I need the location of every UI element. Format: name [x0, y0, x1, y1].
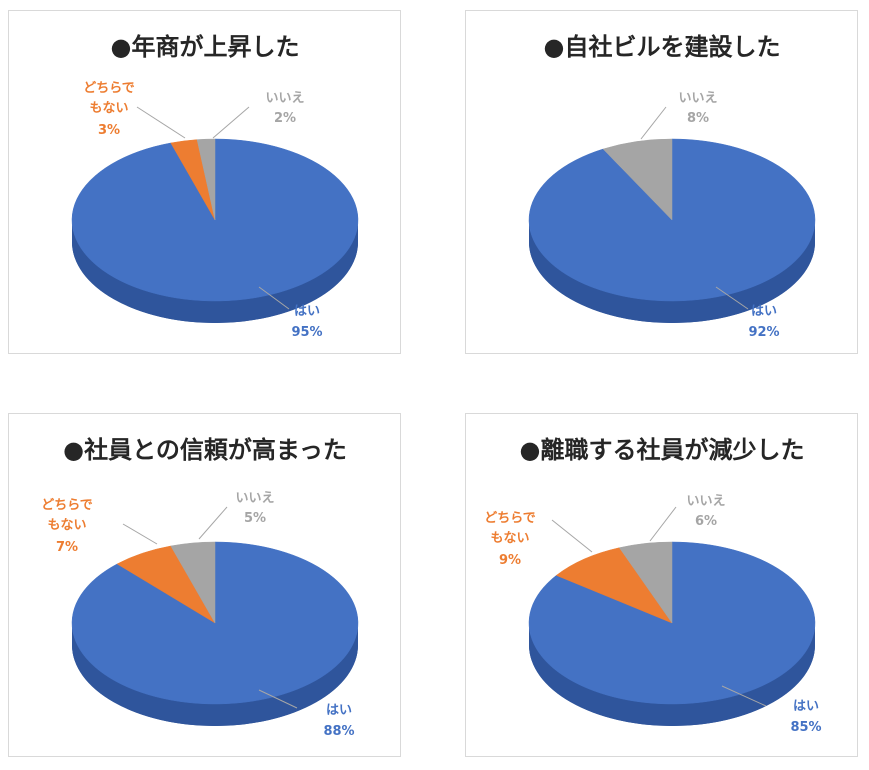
leader-line-no — [649, 506, 677, 542]
pie-slice-no — [170, 541, 216, 624]
label-neutral-percent: 9% — [499, 553, 521, 568]
leader-line-yes — [721, 685, 767, 707]
leader-line-neutral — [551, 519, 593, 553]
pie-side — [72, 623, 358, 726]
chart-panel-trust: ●社員との信頼が高まった どちらで もない 7% いいえ 5% はい 88% — [8, 413, 401, 757]
label-yes: はい — [326, 703, 352, 718]
label-yes: はい — [751, 304, 777, 319]
label-neutral-percent: 7% — [56, 540, 78, 555]
label-yes-percent: 85% — [790, 720, 821, 735]
leader-line-no — [212, 106, 250, 139]
label-no-percent: 6% — [695, 514, 717, 529]
leader-line-neutral — [136, 106, 186, 139]
pie-slice-no — [602, 138, 673, 221]
pie-side — [529, 220, 815, 323]
chart-panel-turnover: ●離職する社員が減少した どちらで もない 9% いいえ 6% はい 85% — [465, 413, 858, 757]
chart-title: ●自社ビルを建設した — [544, 33, 781, 61]
leader-line-yes — [715, 286, 749, 310]
pie-side — [529, 623, 815, 726]
label-no: いいえ — [686, 494, 725, 509]
pie-chart-trust: ●社員との信頼が高まった どちらで もない 7% いいえ 5% はい 88% — [41, 436, 359, 739]
label-neutral-line1: どちらで — [484, 511, 536, 526]
label-neutral-line1: どちらで — [83, 81, 135, 96]
pie-body — [528, 541, 816, 726]
pie-slice-no — [196, 138, 216, 221]
leader-line-no — [198, 506, 228, 540]
label-yes: はい — [793, 699, 819, 714]
label-no: いいえ — [265, 91, 304, 106]
label-yes-percent: 95% — [291, 325, 322, 340]
label-yes: はい — [294, 304, 320, 319]
pie-slice-no — [618, 541, 673, 624]
pie-chart-turnover: ●離職する社員が減少した どちらで もない 9% いいえ 6% はい 85% — [484, 436, 821, 735]
label-no-percent: 2% — [274, 111, 296, 126]
pie-body — [71, 541, 359, 726]
chart-panel-revenue: ●年商が上昇した どちらで もない 3% いいえ 2% はい 95% — [8, 10, 401, 354]
leader-line-yes — [258, 286, 290, 310]
leader-line-no — [640, 106, 667, 140]
pie-chart-revenue: ●年商が上昇した どちらで もない 3% いいえ 2% はい 95% — [71, 33, 359, 340]
label-neutral-line2: もない — [89, 101, 128, 116]
pie-slice-yes — [71, 541, 359, 705]
chart-panel-building: ●自社ビルを建設した いいえ 8% はい 92% — [465, 10, 858, 354]
label-yes-percent: 88% — [323, 724, 354, 739]
label-neutral-line1: どちらで — [41, 498, 93, 513]
label-no: いいえ — [235, 491, 274, 506]
label-neutral-line2: もない — [47, 518, 86, 533]
label-no-percent: 5% — [244, 511, 266, 526]
pie-side — [72, 220, 358, 323]
pie-chart-building: ●自社ビルを建設した いいえ 8% はい 92% — [528, 33, 816, 340]
pie-body — [71, 138, 359, 323]
label-yes-percent: 92% — [748, 325, 779, 340]
label-no: いいえ — [678, 91, 717, 106]
pie-body — [528, 138, 816, 323]
label-neutral-line2: もない — [490, 531, 529, 546]
label-no-percent: 8% — [687, 111, 709, 126]
chart-title: ●年商が上昇した — [111, 33, 300, 61]
pie-slice-neutral — [555, 547, 673, 624]
leader-line-yes — [258, 689, 298, 709]
label-neutral-percent: 3% — [98, 123, 120, 138]
leader-line-neutral — [122, 523, 158, 545]
chart-title: ●離職する社員が減少した — [520, 436, 805, 464]
chart-title: ●社員との信頼が高まった — [63, 436, 347, 464]
